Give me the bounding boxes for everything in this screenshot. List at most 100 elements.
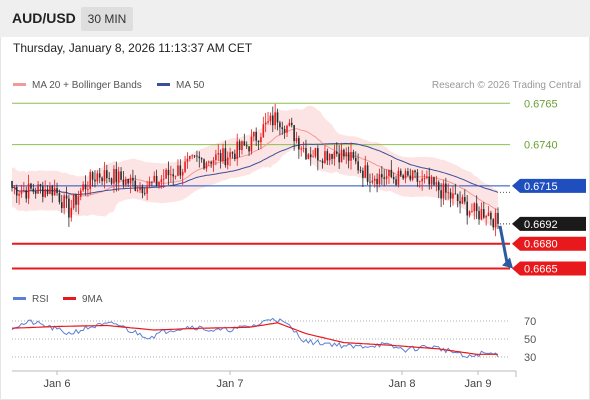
timestamp: Thursday, January 8, 2026 11:13:37 AM CE… xyxy=(13,41,253,55)
symbol-title: AUD/USD xyxy=(12,10,76,26)
candle-body xyxy=(475,203,478,212)
candle-body xyxy=(433,177,435,185)
candle-body xyxy=(305,148,307,160)
candle-body xyxy=(51,186,54,196)
candle-body xyxy=(248,146,250,152)
candle-body xyxy=(96,173,99,182)
candle-body xyxy=(276,112,279,123)
level-tag-0.6680 xyxy=(512,236,586,251)
candle-body xyxy=(473,203,476,212)
candle-body xyxy=(390,169,393,178)
candle-body xyxy=(174,175,177,177)
candle-body xyxy=(324,151,326,163)
candle-body xyxy=(435,182,438,185)
candle-body xyxy=(146,186,148,194)
rsi-tick-30: 30 xyxy=(524,352,536,364)
candle-body xyxy=(98,173,101,178)
candle-body xyxy=(331,154,333,159)
ma50-swatch-icon xyxy=(157,82,170,86)
candle-body xyxy=(44,189,46,197)
candle-body xyxy=(124,179,127,185)
candle-body xyxy=(179,165,182,176)
candle-body xyxy=(79,190,82,197)
candle-body xyxy=(257,140,260,143)
candle-body xyxy=(279,122,281,128)
legend-ma20[interactable]: MA 20 + Bollinger Bands xyxy=(13,80,142,91)
candle-body xyxy=(335,151,338,154)
candle-body xyxy=(309,154,312,158)
candle-body xyxy=(32,188,35,192)
current-price-label: 0.6692 xyxy=(524,219,558,231)
candle-body xyxy=(464,197,466,202)
candle-body xyxy=(381,174,383,178)
rsi-tick-50: 50 xyxy=(524,334,536,346)
candle-body xyxy=(293,125,295,142)
candle-body xyxy=(423,178,426,179)
candle-body xyxy=(307,154,310,160)
candle-body xyxy=(290,122,293,126)
rsi-ma-line xyxy=(11,322,498,355)
bollinger-band xyxy=(12,105,498,230)
candle-body xyxy=(411,170,414,180)
legend-rsi-ma[interactable]: 9MA xyxy=(63,294,103,305)
candle-body xyxy=(110,178,113,184)
candle-body xyxy=(319,160,321,162)
level-label-0.6665: 0.6665 xyxy=(524,263,558,275)
candle-body xyxy=(397,170,400,185)
level-label-0.6680: 0.6680 xyxy=(524,239,558,251)
x-tick-label-Jan 8: Jan 8 xyxy=(389,378,416,390)
candle-body xyxy=(155,175,158,186)
candle-body xyxy=(359,170,362,172)
candle-body xyxy=(241,141,243,150)
candle-body xyxy=(207,161,210,163)
candle-body xyxy=(298,138,300,150)
legend-rsi[interactable]: RSI xyxy=(13,294,49,305)
legend-ma50[interactable]: MA 50 xyxy=(157,80,204,91)
candle-body xyxy=(373,178,376,181)
candle-body xyxy=(141,186,144,194)
candle-body xyxy=(490,212,492,220)
candle-body xyxy=(165,169,167,179)
candle-body xyxy=(350,152,352,161)
candle-body xyxy=(253,131,255,137)
candle-body xyxy=(250,136,253,152)
level-label-0.6765: 0.6765 xyxy=(524,98,558,110)
candle-body xyxy=(452,193,454,199)
candle-body xyxy=(143,193,146,194)
candle-body xyxy=(219,153,222,162)
candle-body xyxy=(224,148,227,166)
candle-body xyxy=(148,181,151,187)
candle-body xyxy=(409,175,412,180)
ma20-label: MA 20 + Bollinger Bands xyxy=(32,80,142,91)
candle-body xyxy=(338,153,340,163)
timeframe-button[interactable]: 30 MIN xyxy=(81,7,133,31)
candle-body xyxy=(158,182,160,186)
candle-body xyxy=(162,178,165,180)
candle-body xyxy=(385,176,388,179)
candle-body xyxy=(317,148,319,161)
candle-body xyxy=(302,148,305,149)
candle-body xyxy=(82,184,84,191)
candle-body xyxy=(231,152,234,154)
rsi-ma-swatch-icon xyxy=(63,296,76,300)
forecast-arrow xyxy=(498,225,509,263)
ma20-swatch-icon xyxy=(13,82,26,86)
candle-body xyxy=(328,154,331,161)
candle-body xyxy=(340,149,343,163)
candle-body xyxy=(132,177,134,181)
candle-body xyxy=(414,170,416,173)
candle-body xyxy=(461,197,464,204)
candle-body xyxy=(371,180,374,183)
candle-body xyxy=(27,183,30,199)
candle-body xyxy=(497,212,499,224)
candle-body xyxy=(117,171,120,183)
candle-body xyxy=(120,171,122,180)
candle-body xyxy=(212,160,215,164)
candle-body xyxy=(34,191,37,194)
candle-body xyxy=(49,186,51,194)
candle-body xyxy=(238,141,241,150)
candle-body xyxy=(70,207,73,218)
candle-body xyxy=(236,141,239,159)
candle-body xyxy=(314,148,317,157)
